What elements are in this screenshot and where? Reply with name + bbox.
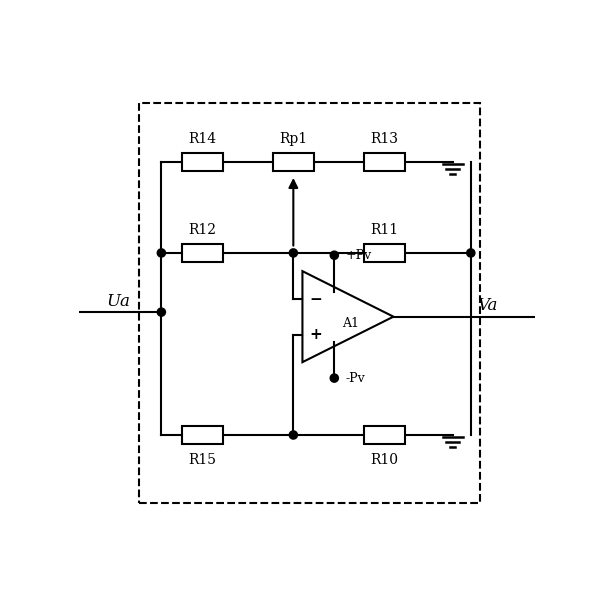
Bar	[364, 426, 405, 444]
Text: -Pv: -Pv	[346, 372, 365, 385]
Circle shape	[289, 249, 298, 257]
Bar	[273, 153, 314, 171]
Text: R12: R12	[188, 223, 216, 237]
Circle shape	[158, 308, 165, 316]
Circle shape	[330, 251, 338, 259]
Text: R10: R10	[370, 453, 398, 467]
Bar	[182, 426, 223, 444]
Text: +Pv: +Pv	[346, 249, 372, 262]
Text: R11: R11	[370, 223, 398, 237]
Text: −: −	[310, 292, 322, 307]
Text: Rp1: Rp1	[279, 132, 307, 146]
Bar	[364, 244, 405, 262]
Text: R14: R14	[188, 132, 216, 146]
Text: Va: Va	[477, 297, 498, 314]
Bar	[138, 103, 480, 504]
Circle shape	[467, 249, 475, 257]
Circle shape	[330, 374, 338, 382]
Bar	[364, 153, 405, 171]
Text: Ua: Ua	[107, 293, 131, 310]
Bar	[182, 244, 223, 262]
Text: R15: R15	[188, 453, 216, 467]
Text: A1: A1	[341, 317, 359, 330]
Text: +: +	[310, 327, 322, 342]
Bar	[182, 153, 223, 171]
Circle shape	[158, 249, 165, 257]
Text: R13: R13	[370, 132, 398, 146]
Circle shape	[289, 431, 298, 439]
